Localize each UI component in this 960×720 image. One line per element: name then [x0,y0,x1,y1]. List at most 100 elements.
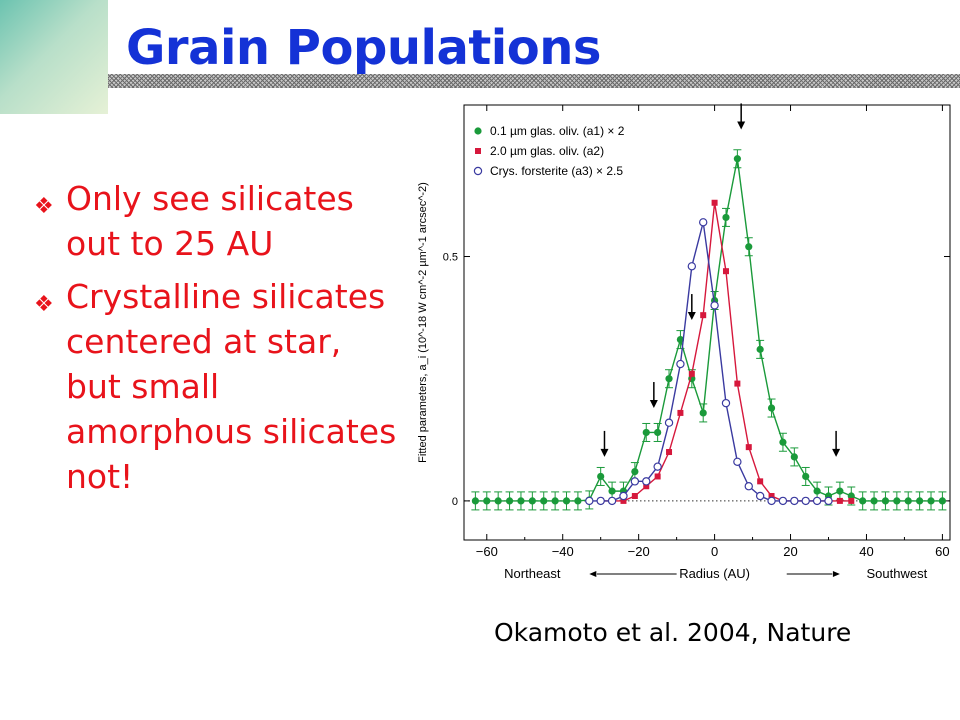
data-point [916,497,924,505]
x-tick-label: −20 [628,544,650,559]
data-point [893,497,901,505]
legend-label: Crys. forsterite (a3) × 2.5 [490,164,623,178]
data-point [666,449,673,456]
data-point [677,409,684,416]
data-point [574,497,582,505]
data-point [687,262,697,271]
data-point [551,497,559,505]
data-point [664,418,674,427]
data-point [904,497,912,505]
data-point [597,472,605,481]
legend-marker [473,166,483,176]
data-point [721,398,731,408]
y-tick-label: 0 [452,496,458,508]
x-tick-label: 20 [783,544,797,559]
data-point [676,336,685,344]
data-point [767,496,776,506]
data-point [699,409,707,417]
data-point [801,496,810,506]
data-point [596,496,605,506]
series-2 [597,199,855,504]
diamond-bullet-icon: ❖ [34,292,54,317]
data-point [881,497,890,505]
data-point [790,496,799,506]
bullet-text: Only see silicates out to 25 AU [66,179,354,263]
data-point [642,477,651,486]
data-point [688,370,695,377]
data-point [812,496,822,506]
data-point [733,457,742,466]
data-point [585,496,594,506]
data-point [927,497,935,505]
legend-label: 2.0 µm glas. oliv. (a2) [490,144,604,158]
data-point [757,478,764,485]
bullet-list: ❖ Only see silicates out to 25 AU ❖ Crys… [34,176,406,507]
data-point [676,359,685,369]
data-point [745,444,752,451]
data-point [778,496,788,506]
data-point [779,438,787,446]
bullet-text: Crystalline silicates centered at star, … [66,277,397,496]
data-point [870,497,878,505]
y-axis-label: Fitted parameters, a_i (10^-18 W cm^-2 µ… [417,182,429,463]
data-point [755,491,765,501]
series-3 [585,218,833,506]
y-tick-label: 0.5 [443,252,458,264]
data-point [802,472,810,481]
bullet-item: ❖ Only see silicates out to 25 AU [34,176,406,266]
diamond-bullet-icon: ❖ [34,194,54,219]
x-tick-label: 60 [935,544,949,559]
legend-marker [474,127,482,135]
data-point [938,497,947,505]
data-point [836,487,844,495]
data-point [540,497,548,505]
data-point [813,487,821,495]
data-point [643,483,650,490]
data-point [528,497,536,505]
data-point [745,243,753,251]
data-point [756,345,764,353]
x-tick-label: 0 [711,544,718,559]
series-1 [471,149,947,511]
data-point [665,375,673,383]
data-point [654,473,661,480]
data-point [607,496,617,506]
radial-profile-chart: −60 −40 −20 0 20 40 60 0 0.5 Northeast Radius (AU)… [417,103,951,581]
feature-arrow-head [687,312,696,321]
plot-frame [463,104,951,541]
data-point [768,493,775,500]
feature-arrow-head [737,121,746,130]
data-point [847,492,855,500]
corner-decoration [0,0,108,114]
bullet-item: ❖ Crystalline silicates centered at star… [34,274,406,499]
data-point [848,497,855,504]
data-point [767,404,776,412]
left-arrow-head [589,571,597,577]
data-point [505,497,514,505]
data-point [654,428,662,437]
data-point [619,491,628,501]
data-point [517,497,525,505]
x-axis-label: Radius (AU) [679,566,750,581]
data-point [631,467,639,476]
feature-arrow-head [832,448,841,457]
data-point [710,301,719,310]
data-point [620,497,627,504]
x-tick-label: −60 [476,544,498,559]
x-label-northeast: Northeast [504,566,561,581]
data-point [562,497,571,505]
title-underline-stripe [108,74,960,88]
series-line [600,202,852,502]
data-point [631,493,638,500]
x-tick-label: −40 [552,544,574,559]
data-point [744,482,753,491]
x-label-southwest: Southwest [866,566,927,581]
slide-title: Grain Populations [126,20,601,76]
right-arrow-head [832,571,840,577]
data-point [494,497,502,505]
data-point [483,497,491,505]
data-point [734,380,741,387]
data-point [630,477,640,486]
data-point [790,453,798,461]
data-point [824,496,833,506]
